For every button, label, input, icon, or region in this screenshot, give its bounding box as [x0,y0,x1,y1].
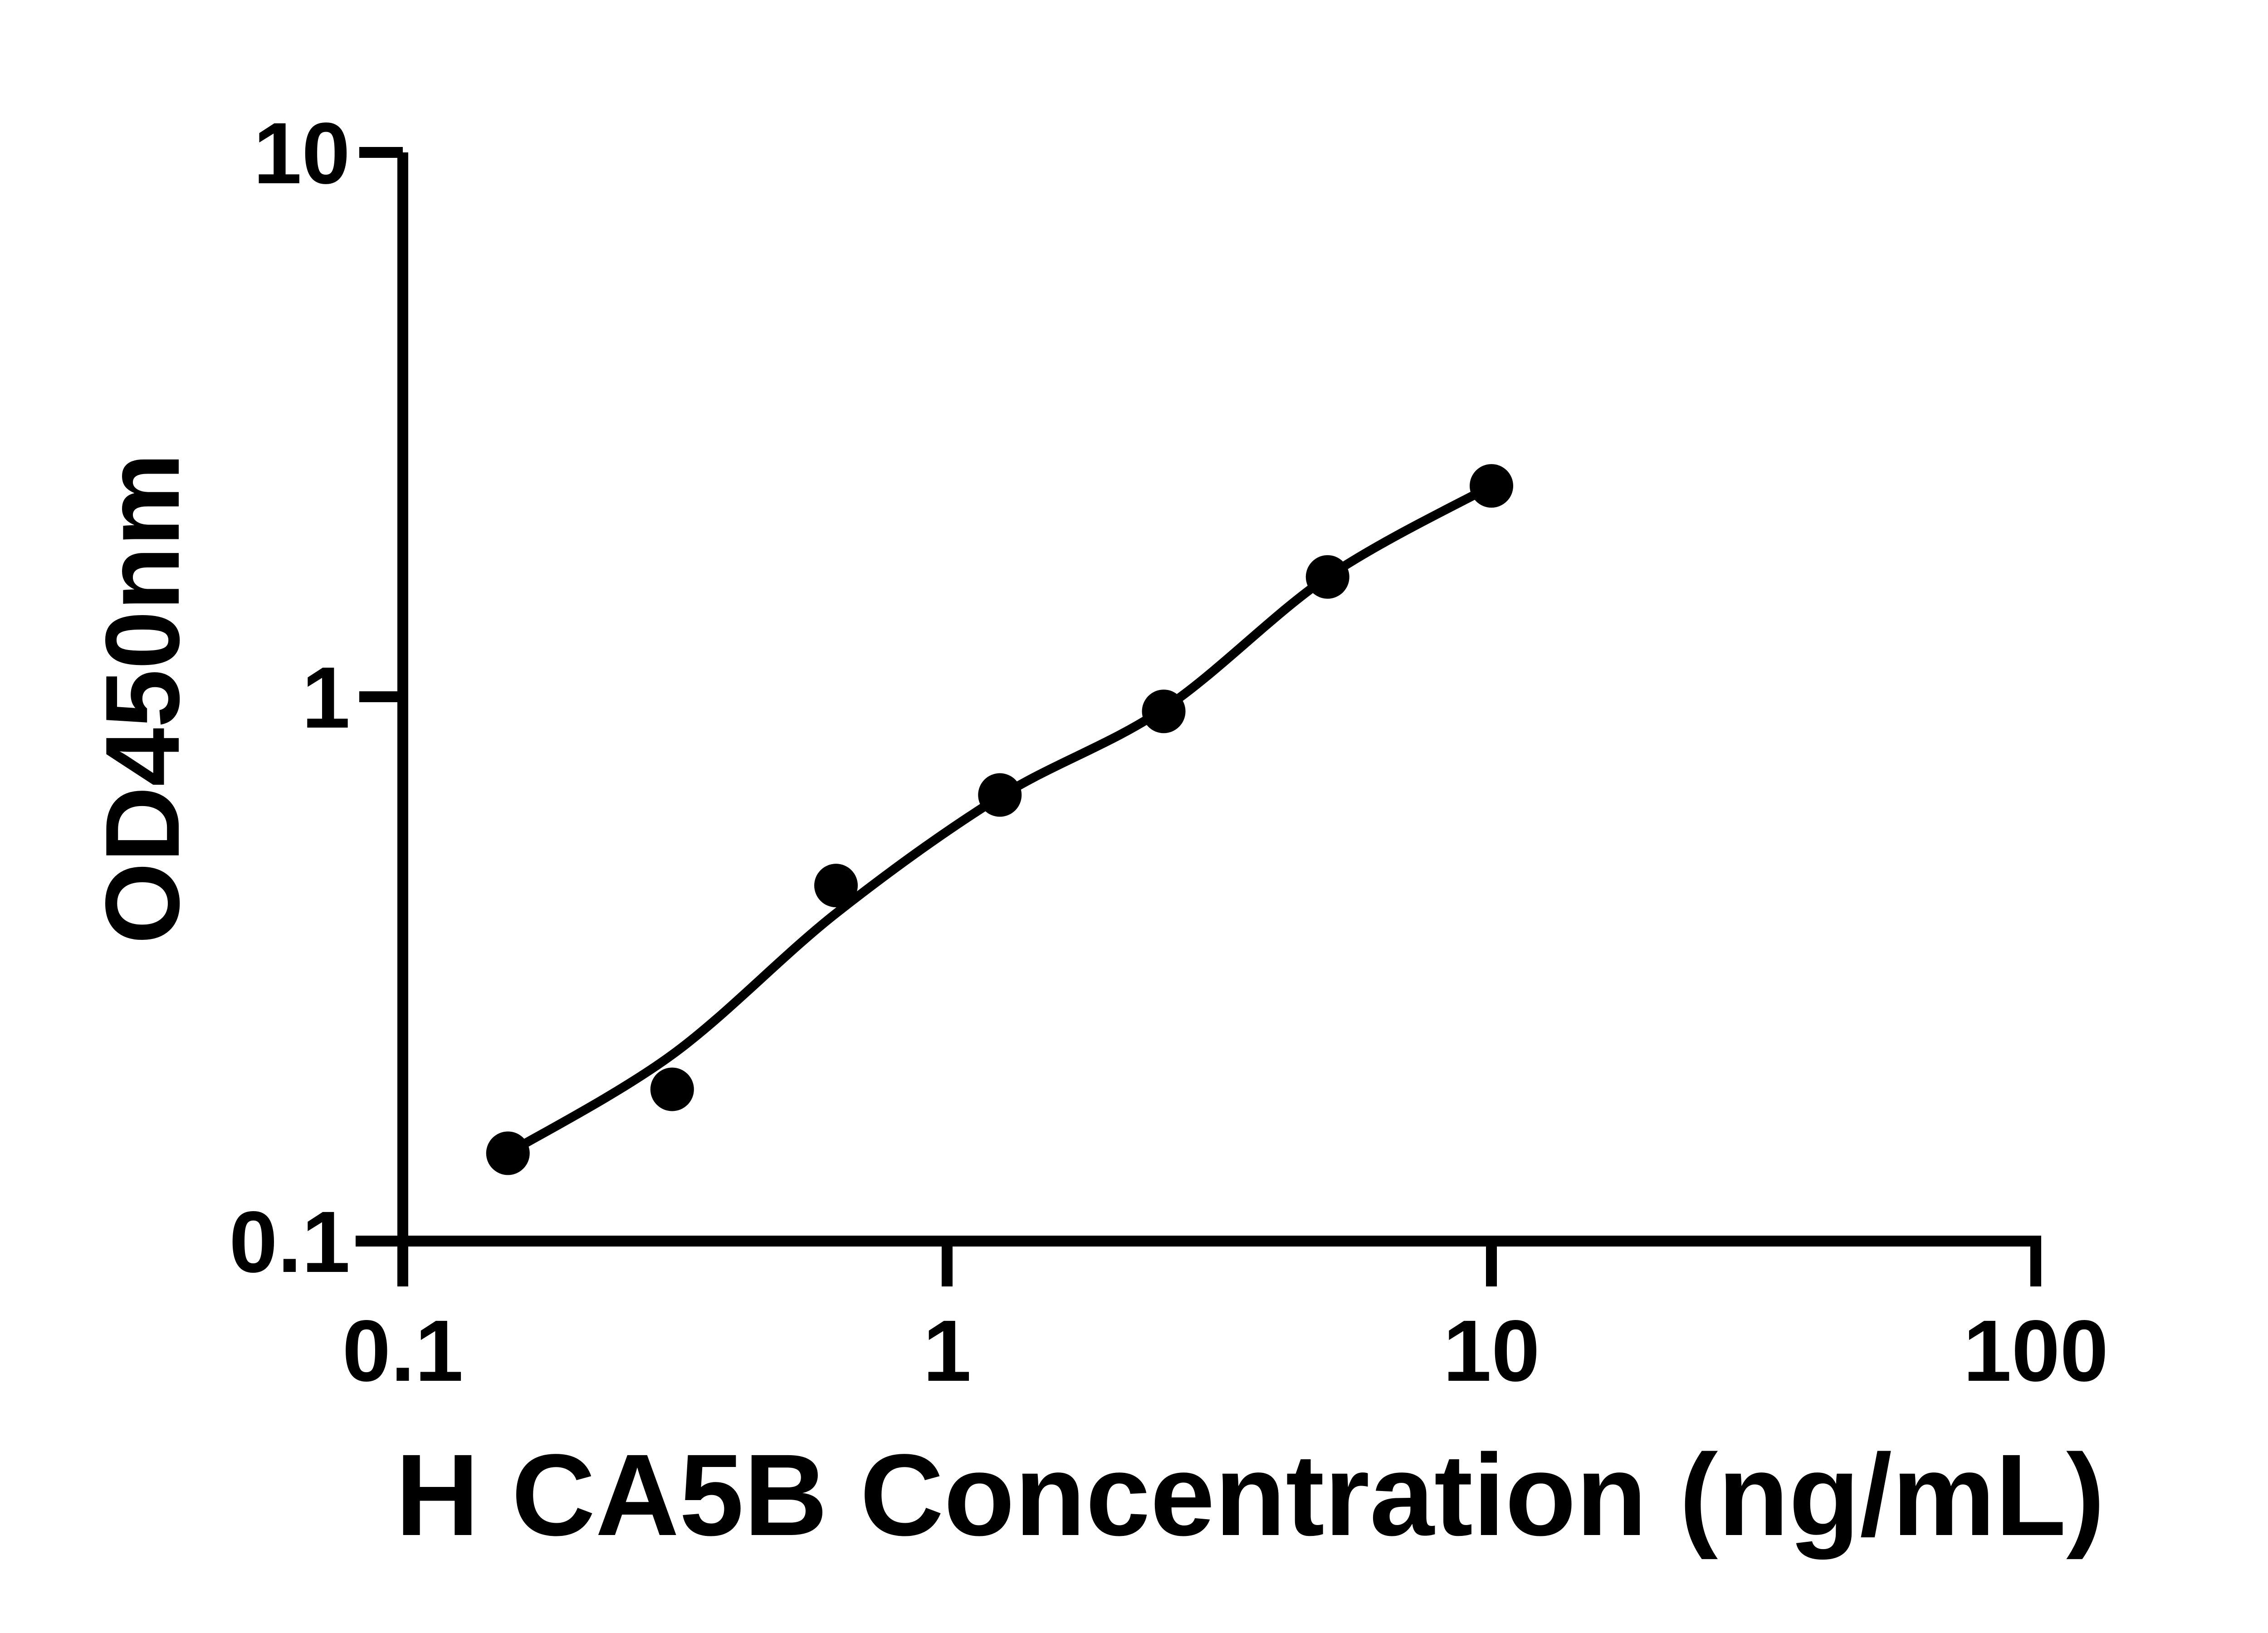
data-point-marker [486,1131,530,1175]
y-tick-label: 10 [253,104,350,202]
y-tick-label: 1 [302,649,350,746]
data-points [486,464,1513,1175]
x-axis: 0.1 1 10 100 H CA5B Concentration (ng/mL) [342,1236,2108,1560]
y-axis: 0.1 1 10 OD450nm [84,104,408,1291]
x-tick-label: 0.1 [342,1302,464,1399]
data-point-marker [1470,464,1513,508]
y-tick-label: 0.1 [229,1193,350,1291]
x-tick-label: 10 [1443,1302,1540,1399]
y-axis-title: OD450nm [84,453,201,944]
data-point-marker [1142,689,1186,733]
data-point-marker [1305,555,1349,599]
data-point-marker [650,1067,694,1111]
x-axis-title: H CA5B Concentration (ng/mL) [396,1430,2105,1560]
data-point-marker [978,773,1022,817]
x-tick-label: 100 [1963,1302,2108,1399]
data-point-marker [814,864,858,908]
x-tick-label: 1 [923,1302,972,1399]
